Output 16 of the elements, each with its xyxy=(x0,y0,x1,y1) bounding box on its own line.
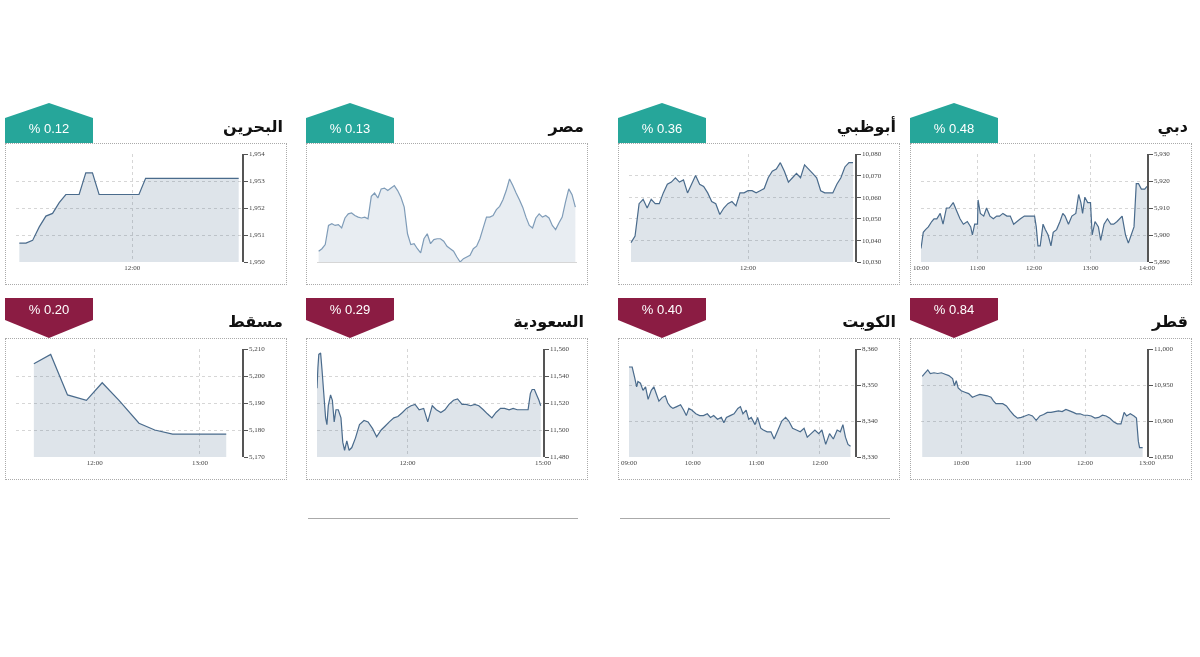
chart-title: مسقط xyxy=(228,312,283,331)
text: % 0.84 xyxy=(932,302,976,317)
text: % 0.12 xyxy=(27,121,71,136)
chart-title: الكويت xyxy=(842,312,896,331)
chart-title: مصر xyxy=(548,117,584,136)
chart-title: البحرين xyxy=(223,117,283,136)
chart-title: السعودية xyxy=(513,312,584,331)
text: % 0.36 xyxy=(640,121,684,136)
text: % 0.29 xyxy=(328,302,372,317)
text: % 0.48 xyxy=(932,121,976,136)
text: % 0.40 xyxy=(640,302,684,317)
text: % 0.13 xyxy=(328,121,372,136)
chart-title: أبوظبي xyxy=(836,117,896,136)
text: % 0.20 xyxy=(27,302,71,317)
chart-title: دبي xyxy=(1157,117,1188,136)
chart-title: قطر xyxy=(1151,312,1188,331)
